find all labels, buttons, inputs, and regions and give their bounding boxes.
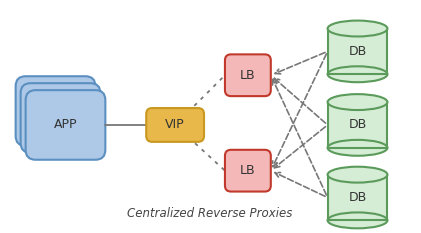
FancyBboxPatch shape (225, 150, 271, 192)
Ellipse shape (328, 66, 387, 82)
FancyBboxPatch shape (225, 54, 271, 96)
Text: Centralized Reverse Proxies: Centralized Reverse Proxies (127, 207, 293, 220)
Text: VIP: VIP (165, 118, 185, 131)
Ellipse shape (328, 21, 387, 37)
FancyBboxPatch shape (146, 108, 204, 142)
FancyBboxPatch shape (16, 76, 96, 146)
Polygon shape (328, 28, 387, 74)
Ellipse shape (328, 94, 387, 110)
Text: APP: APP (54, 118, 77, 131)
Ellipse shape (328, 167, 387, 183)
Polygon shape (328, 102, 387, 148)
Text: LB: LB (240, 69, 256, 82)
Ellipse shape (328, 212, 387, 228)
FancyBboxPatch shape (26, 90, 105, 160)
Text: DB: DB (349, 191, 367, 204)
Text: DB: DB (349, 118, 367, 131)
Text: DB: DB (349, 45, 367, 58)
Polygon shape (328, 175, 387, 220)
Text: LB: LB (240, 164, 256, 177)
Ellipse shape (328, 140, 387, 156)
FancyBboxPatch shape (21, 83, 100, 153)
